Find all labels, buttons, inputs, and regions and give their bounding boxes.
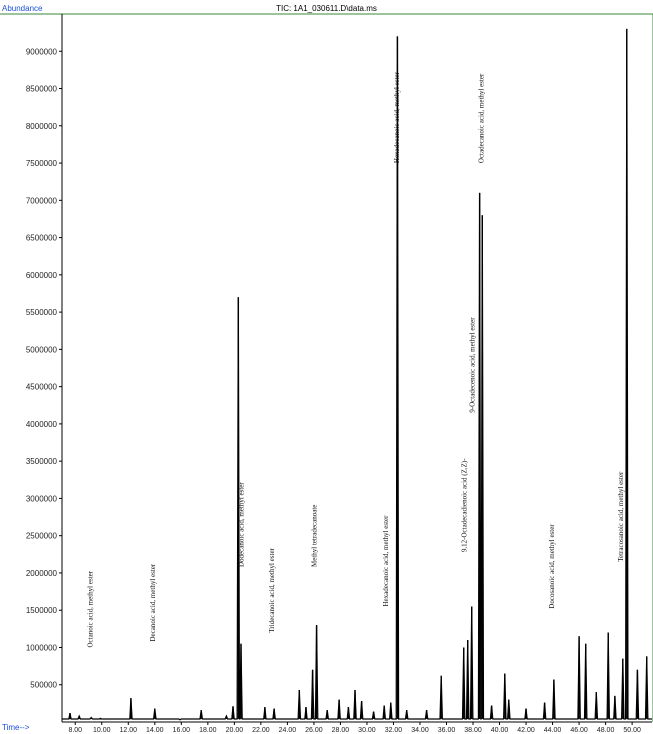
- y-axis-label: Abundance: [2, 4, 43, 13]
- peak-labels: Octanoic acid, methyl ester Decanoic acid…: [87, 71, 625, 647]
- peak-label: Hexadecanoic acid, methyl ester: [382, 515, 390, 607]
- y-tick-label: 8500000: [26, 85, 58, 94]
- y-tick-label: 500000: [30, 681, 57, 690]
- peak-label: Docosanoic acid, methyl ester: [548, 524, 556, 609]
- y-tick-label: 2500000: [26, 532, 58, 541]
- tic-trace-group: [62, 28, 652, 721]
- peak-label: 9-Octadecenoic acid, methyl ester: [468, 317, 476, 413]
- x-tick-label: 22.00: [252, 727, 270, 734]
- peak-label: Hexadecanoic acid, methyl ester: [393, 71, 401, 163]
- x-tick-label: 34.00: [411, 727, 429, 734]
- x-tick-label: 36.00: [438, 727, 456, 734]
- y-axis-ticks: 500000 1000000 1500000 2000000 2500000 300000…: [26, 47, 62, 690]
- y-tick-label: 5000000: [26, 345, 58, 354]
- x-tick-label: 50.00: [623, 727, 641, 734]
- y-tick-label: 4500000: [26, 383, 58, 392]
- y-tick-label: 8000000: [26, 122, 58, 131]
- x-tick-label: 10.00: [93, 727, 111, 734]
- x-tick-label: 44.00: [544, 727, 562, 734]
- y-tick-label: 5500000: [26, 308, 58, 317]
- chart-title: TIC: 1A1_030611.D\data.ms: [276, 4, 377, 13]
- y-tick-label: 6500000: [26, 234, 58, 243]
- x-tick-label: 40.00: [491, 727, 509, 734]
- y-tick-label: 9000000: [26, 47, 58, 56]
- peak-label: Octanoic acid, methyl ester: [87, 570, 95, 647]
- y-tick-label: 2000000: [26, 569, 58, 578]
- x-tick-label: 14.00: [146, 727, 164, 734]
- peak-label: Tridecanoic acid, methyl ester: [268, 547, 276, 632]
- x-tick-label: 48.00: [597, 727, 615, 734]
- x-tick-label: 38.00: [464, 727, 482, 734]
- peak-label: Octadecanoic acid, methyl ester: [478, 73, 486, 163]
- x-tick-label: 42.00: [517, 727, 535, 734]
- peak-label: Methyl tetradecanoate: [311, 505, 319, 567]
- plot-frame: [0, 13, 653, 723]
- x-tick-label: 28.00: [332, 727, 350, 734]
- y-tick-label: 3500000: [26, 457, 58, 466]
- x-tick-label: 30.00: [358, 727, 376, 734]
- x-tick-label: 8.00: [68, 727, 82, 734]
- y-tick-label: 3000000: [26, 494, 58, 503]
- y-tick-label: 6000000: [26, 271, 58, 280]
- y-tick-label: 1500000: [26, 606, 58, 615]
- x-tick-label: 32.00: [385, 727, 403, 734]
- x-axis-ticks: 8.00 10.00 12.00 14.00 16.00 18.00 20.00 22.00 2…: [68, 722, 641, 734]
- y-tick-label: 1000000: [26, 643, 58, 652]
- x-tick-label: 24.00: [279, 727, 297, 734]
- x-tick-label: 20.00: [226, 727, 244, 734]
- peak-label: 9,12-Octadecadienoic acid (Z,Z)-: [460, 458, 468, 552]
- x-axis-label: Time-->: [2, 723, 30, 732]
- x-tick-label: 46.00: [570, 727, 588, 734]
- x-tick-label: 16.00: [173, 727, 191, 734]
- peak-label: Tetracosanoic acid, methyl ester: [617, 471, 625, 562]
- y-tick-label: 4000000: [26, 420, 58, 429]
- x-tick-label: 12.00: [120, 727, 138, 734]
- x-tick-label: 26.00: [305, 727, 323, 734]
- y-tick-label: 7500000: [26, 159, 58, 168]
- y-tick-label: 7000000: [26, 196, 58, 205]
- x-tick-label: 18.00: [199, 727, 217, 734]
- peak-label: Dodecanoic acid, methyl ester: [238, 482, 246, 567]
- peak-label: Decanoic acid, methyl ester: [149, 563, 157, 641]
